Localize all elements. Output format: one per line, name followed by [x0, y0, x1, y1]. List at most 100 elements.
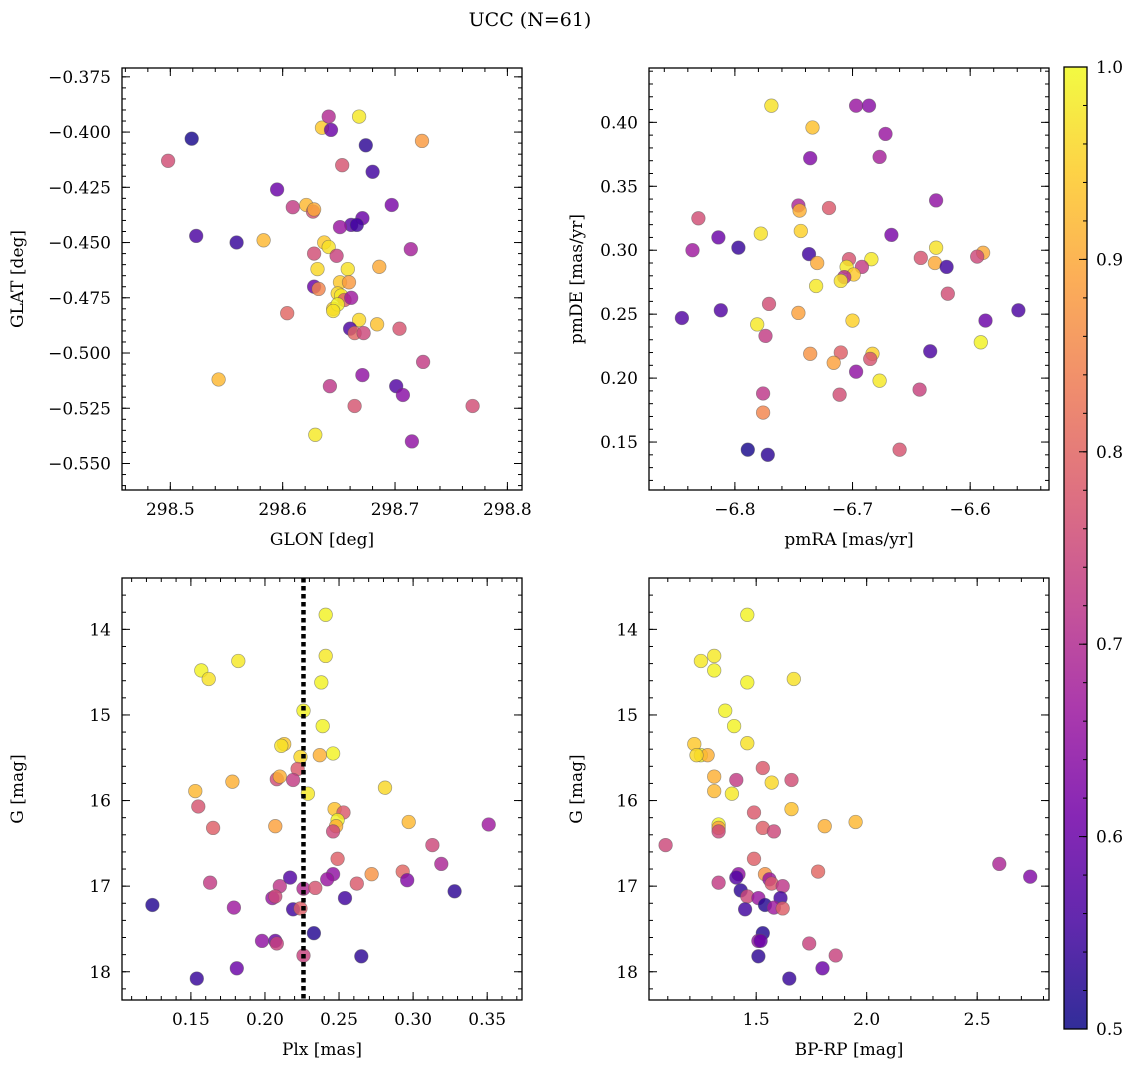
data-point [392, 321, 407, 336]
data-point [401, 814, 416, 830]
y-tick-label: −0.525 [48, 399, 111, 419]
data-point [330, 851, 345, 866]
data-point [729, 772, 744, 788]
data-point [323, 122, 339, 138]
y-axis-label: pmDE [mas/yr] [567, 214, 587, 344]
data-point [863, 351, 878, 367]
data-point [803, 151, 818, 166]
data-point [272, 769, 287, 784]
data-point [400, 873, 415, 888]
data-point [354, 949, 369, 964]
data-point [833, 345, 848, 360]
scatter-panel: 298.5 298.6 298.7 298.8 −0.375 −0.400 −0.425 −0… [8, 67, 532, 550]
data-point [758, 328, 773, 344]
axes-frame [648, 67, 1050, 491]
data-point [740, 442, 755, 457]
y-tick-label: 0.15 [600, 433, 638, 453]
data-point [414, 133, 430, 149]
data-point [764, 98, 779, 113]
colorbar-tick-label: 0.5 [1096, 1020, 1123, 1040]
y-axis-label: G [mag] [567, 754, 587, 823]
data-point [713, 303, 728, 318]
data-point [189, 971, 204, 986]
data-point [724, 786, 740, 801]
y-tick-label: −0.400 [48, 123, 111, 143]
data-point [465, 398, 480, 414]
data-point [365, 164, 380, 179]
scatter-panel: −6.8 −6.7 −6.6 0.15 0.20 0.25 0.30 0.35 0.40 pmRA… [567, 67, 1050, 550]
y-axis-label: G [mag] [8, 754, 28, 823]
data-point [447, 884, 462, 899]
data-point [731, 240, 746, 255]
data-point [872, 373, 887, 388]
data-point [864, 252, 879, 267]
data-point [805, 120, 820, 135]
data-point [364, 867, 379, 882]
data-point [978, 313, 993, 328]
x-tick-label: 298.8 [483, 500, 532, 520]
data-point [810, 864, 826, 879]
data-point [280, 306, 295, 321]
y-tick-label: 17 [89, 877, 111, 897]
data-point [403, 242, 418, 257]
colorbar-fill [1064, 67, 1087, 1029]
data-point [815, 961, 830, 976]
data-point [755, 405, 771, 420]
y-tick-label: 18 [616, 963, 638, 983]
y-tick-label: −0.475 [48, 289, 111, 309]
data-point [764, 775, 779, 790]
scatter-points [674, 98, 1026, 462]
data-point [848, 364, 864, 379]
y-tick-label: 14 [89, 620, 111, 640]
y-tick-label: 0.30 [600, 241, 638, 261]
data-point [848, 98, 864, 113]
data-point [784, 801, 799, 817]
data-point [737, 902, 753, 917]
x-tick-label: 0.25 [320, 1010, 358, 1030]
axis-ticks: 1.5 2.0 2.5 14 15 16 17 18 [616, 577, 1049, 1030]
y-tick-label: 0.20 [600, 369, 638, 389]
data-point [189, 228, 204, 244]
data-point [404, 434, 420, 449]
data-point [810, 255, 825, 271]
colorbar-tick-label: 0.9 [1096, 250, 1123, 270]
y-axis-label: GLAT [deg] [8, 230, 28, 328]
data-point [395, 387, 411, 403]
data-point [211, 372, 226, 387]
y-tick-label: 15 [616, 706, 638, 726]
data-point [355, 367, 370, 383]
data-point [775, 879, 790, 894]
data-point [828, 948, 843, 963]
data-point [707, 648, 722, 664]
colorbar: 0.5 0.6 0.7 0.8 0.9 1.0 [1063, 58, 1123, 1040]
data-point [711, 824, 726, 839]
data-point [312, 748, 327, 763]
data-point [872, 149, 887, 165]
data-point [845, 313, 860, 328]
data-point [268, 889, 283, 904]
data-point [351, 109, 367, 124]
data-point [726, 718, 742, 734]
data-point [707, 663, 722, 678]
data-point [226, 900, 242, 915]
data-point [229, 961, 244, 976]
axes-frame [121, 67, 523, 491]
data-point [191, 799, 206, 814]
data-point [740, 607, 755, 622]
data-point [425, 837, 440, 853]
data-point [912, 382, 927, 397]
data-point [1023, 869, 1038, 884]
data-point [229, 235, 244, 250]
data-point [293, 901, 308, 916]
data-point [970, 249, 985, 264]
data-point [351, 312, 367, 328]
x-axis-label: GLON [deg] [270, 530, 374, 550]
data-point [746, 805, 762, 820]
data-point [369, 317, 385, 332]
data-point [201, 671, 216, 687]
data-point [341, 275, 357, 290]
x-tick-label: 298.7 [371, 500, 420, 520]
data-point [415, 354, 431, 370]
colorbar-tick-label: 0.7 [1096, 635, 1123, 655]
